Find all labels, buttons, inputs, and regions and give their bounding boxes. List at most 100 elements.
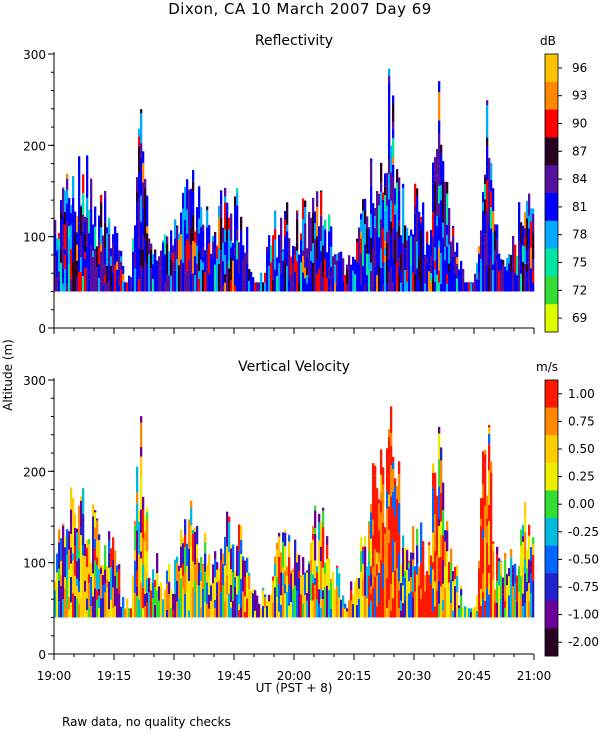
radar-cell (230, 247, 233, 257)
radar-cell (188, 259, 191, 292)
radar-cell (266, 246, 269, 252)
radar-cell (412, 250, 415, 273)
radar-cell (166, 243, 169, 275)
radar-cell (94, 608, 97, 618)
radar-cell (184, 572, 187, 594)
radar-cell (182, 543, 185, 564)
radar-cell (84, 221, 87, 234)
radar-cell (82, 555, 85, 587)
radar-cell (122, 280, 125, 292)
radar-cell (490, 163, 493, 180)
radar-cell (224, 254, 227, 262)
radar-cell (162, 599, 165, 618)
radar-cell (84, 556, 87, 581)
radar-cell (404, 248, 407, 271)
radar-cell (160, 587, 163, 618)
radar-cell (62, 247, 65, 269)
radar-cell (168, 564, 171, 582)
radar-cell (380, 533, 383, 561)
radar-cell (334, 597, 337, 618)
radar-cell (286, 202, 289, 225)
radar-cell (492, 543, 495, 551)
radar-cell (320, 561, 323, 590)
radar-cell (224, 202, 227, 230)
radar-cell (68, 198, 71, 227)
radar-cell (238, 550, 241, 576)
radar-cell (300, 575, 303, 577)
radar-cell (208, 554, 211, 555)
radar-cell (286, 231, 289, 243)
radar-cell (306, 283, 309, 292)
radar-cell (136, 466, 139, 474)
radar-cell (186, 543, 189, 566)
radar-cell (76, 528, 79, 533)
radar-cell (450, 261, 453, 269)
radar-cell (448, 207, 451, 222)
radar-cell (128, 275, 131, 292)
radar-cell (158, 600, 161, 618)
radar-cell (84, 216, 87, 222)
radar-cell (100, 281, 103, 292)
radar-cell (438, 120, 441, 134)
radar-cell (318, 233, 321, 246)
radar-cell (186, 233, 189, 240)
radar-cell (312, 539, 315, 565)
radar-cell (94, 206, 97, 227)
radar-cell (310, 542, 313, 560)
velocity-colorbar: 1.000.750.500.250.00-0.25-0.50-0.75-1.00… (544, 379, 599, 657)
radar-cell (432, 588, 435, 612)
radar-cell (392, 462, 395, 470)
radar-cell (500, 598, 503, 618)
radar-cell (168, 581, 171, 595)
radar-cell (386, 592, 389, 609)
radar-cell (482, 463, 485, 485)
radar-cell (242, 591, 245, 618)
radar-cell (274, 587, 277, 618)
radar-cell (314, 238, 317, 261)
radar-cell (82, 231, 85, 258)
radar-cell (304, 236, 307, 268)
radar-cell (326, 267, 329, 279)
radar-cell (108, 552, 111, 568)
radar-cell (408, 593, 411, 618)
radar-cell (488, 424, 491, 428)
radar-cell (374, 522, 377, 550)
radar-cell (224, 282, 227, 292)
radar-cell (88, 583, 91, 608)
radar-cell (430, 273, 433, 282)
radar-cell (112, 607, 115, 618)
radar-cell (328, 247, 331, 268)
colorbar-label: 90 (572, 117, 587, 131)
radar-cell (276, 276, 279, 292)
radar-cell (370, 512, 373, 539)
radar-cell (408, 270, 411, 292)
radar-cell (434, 550, 437, 582)
radar-cell (224, 582, 227, 602)
radar-cell (520, 222, 523, 244)
radar-cell (438, 433, 441, 460)
radar-cell (194, 591, 197, 618)
radar-cell (378, 193, 381, 197)
radar-cell (478, 279, 481, 292)
radar-cell (262, 282, 265, 292)
radar-cell (232, 600, 235, 618)
radar-cell (438, 525, 441, 558)
colorbar-swatch (545, 435, 558, 464)
radar-cell (432, 569, 435, 589)
radar-cell (476, 610, 479, 618)
radar-cell (436, 496, 439, 524)
radar-cell (284, 584, 287, 594)
radar-cell (496, 260, 499, 292)
radar-cell (486, 518, 489, 526)
radar-cell (140, 422, 143, 447)
radar-cell (322, 277, 325, 286)
radar-cell (528, 193, 531, 216)
radar-cell (378, 602, 381, 618)
radar-cell (90, 244, 93, 270)
radar-cell (470, 611, 473, 618)
radar-cell (510, 273, 513, 292)
radar-cell (156, 264, 159, 292)
radar-cell (402, 585, 405, 604)
radar-cell (90, 269, 93, 292)
radar-cell (362, 563, 365, 572)
